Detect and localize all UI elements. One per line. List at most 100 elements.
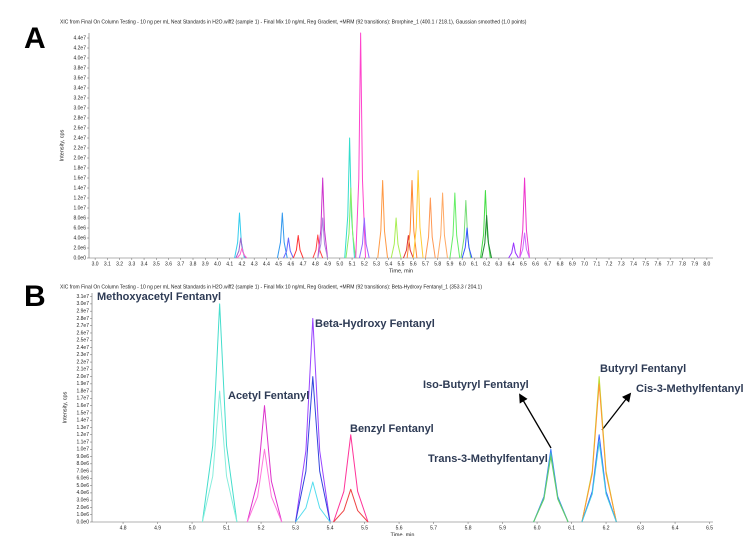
y-tick-label: 4.2e7 <box>73 45 86 51</box>
peak-trace <box>333 434 369 523</box>
y-tick-label: 2.2e7 <box>73 145 86 151</box>
x-tick-label: 5.8 <box>465 525 472 531</box>
y-tick-label: 1.0e6 <box>76 512 89 518</box>
y-tick-label: 2.6e7 <box>76 330 89 336</box>
y-tick-label: 3.0e6 <box>76 498 89 504</box>
peak-trace <box>406 180 418 259</box>
peak-trace <box>437 192 448 259</box>
y-tick-label: 1.4e7 <box>76 418 89 424</box>
peak-annotation: Acetyl Fentanyl <box>228 390 309 402</box>
x-tick-label: 6.5 <box>520 261 527 267</box>
y-tick-label: 8.0e6 <box>76 461 89 467</box>
y-tick-label: 3.0e7 <box>76 301 89 307</box>
peak-trace <box>295 317 331 523</box>
y-tick-label: 1.2e7 <box>73 195 86 201</box>
y-tick-label: 3.4e7 <box>73 85 86 91</box>
x-tick-label: 5.7 <box>430 525 437 531</box>
x-tick-label: 5.7 <box>422 261 429 267</box>
chart-title: XIC from Final On Column Testing - 10 ng… <box>60 19 527 25</box>
y-tick-label: 2.0e7 <box>76 374 89 380</box>
x-tick-label: 4.6 <box>287 261 294 267</box>
x-tick-label: 3.9 <box>202 261 209 267</box>
peak-trace <box>317 177 329 259</box>
x-tick-label: 5.2 <box>361 261 368 267</box>
y-tick-label: 2.0e6 <box>73 245 86 251</box>
x-tick-label: 7.4 <box>630 261 637 267</box>
chart-title: XIC from Final On Column Testing - 10 ng… <box>60 284 482 290</box>
x-tick-label: 5.4 <box>327 525 334 531</box>
x-tick-label: 6.7 <box>544 261 551 267</box>
y-tick-label: 3.6e7 <box>73 75 86 81</box>
x-tick-label: 7.5 <box>642 261 649 267</box>
peak-trace <box>481 215 493 259</box>
x-tick-label: 7.8 <box>679 261 686 267</box>
y-tick-label: 1.2e7 <box>76 432 89 438</box>
x-tick-label: 6.2 <box>603 525 610 531</box>
x-tick-label: 3.6 <box>165 261 172 267</box>
x-tick-label: 4.3 <box>251 261 258 267</box>
x-tick-label: 5.6 <box>396 525 403 531</box>
peak-trace <box>283 237 294 259</box>
x-tick-label: 3.3 <box>128 261 135 267</box>
y-tick-label: 2.0e7 <box>73 155 86 161</box>
y-tick-label: 1.7e7 <box>76 396 89 402</box>
y-tick-label: 2.8e7 <box>76 316 89 322</box>
x-tick-label: 6.5 <box>706 525 713 531</box>
y-tick-label: 2.1e7 <box>76 367 89 373</box>
peak-trace <box>295 481 331 523</box>
x-tick-label: 5.5 <box>398 261 405 267</box>
x-tick-label: 4.0 <box>214 261 221 267</box>
y-tick-label: 4.0e7 <box>73 55 86 61</box>
peak-trace <box>246 405 283 523</box>
y-tick-label: 6.0e6 <box>76 476 89 482</box>
x-tick-label: 6.3 <box>495 261 502 267</box>
peak-annotation: Beta-Hydroxy Fentanyl <box>315 318 435 330</box>
x-tick-label: 5.0 <box>189 525 196 531</box>
y-tick-label: 2.7e7 <box>76 323 89 329</box>
annotation-arrow <box>519 393 552 449</box>
y-axis-label: Intensity, cps <box>59 129 65 161</box>
peak-trace <box>345 187 357 259</box>
x-tick-label: 7.7 <box>667 261 674 267</box>
x-tick-label: 5.3 <box>292 525 299 531</box>
peak-trace <box>533 456 569 523</box>
x-tick-label: 6.4 <box>508 261 515 267</box>
x-tick-label: 5.3 <box>373 261 380 267</box>
peak-annotation: Methoxyacetyl Fentanyl <box>97 291 221 303</box>
y-tick-label: 1.6e7 <box>76 403 89 409</box>
y-tick-label: 3.8e7 <box>73 65 86 71</box>
peak-trace <box>201 303 238 523</box>
x-tick-label: 3.1 <box>104 261 111 267</box>
peak-annotation: Benzyl Fentanyl <box>350 423 434 435</box>
peak-trace <box>377 180 389 259</box>
x-tick-label: 5.5 <box>361 525 368 531</box>
y-tick-label: 1.0e7 <box>73 205 86 211</box>
x-tick-label: 5.9 <box>446 261 453 267</box>
x-tick-label: 4.9 <box>324 261 331 267</box>
x-tick-label: 6.1 <box>471 261 478 267</box>
x-tick-label: 6.4 <box>672 525 679 531</box>
peak-trace <box>295 376 331 523</box>
peak-trace <box>412 170 424 259</box>
peak-trace <box>390 217 402 259</box>
y-tick-label: 8.0e6 <box>73 215 86 221</box>
y-tick-label: 9.0e6 <box>76 454 89 460</box>
panel-label: A <box>24 22 46 55</box>
peak-trace <box>276 212 288 259</box>
annotation-arrow <box>601 392 632 431</box>
x-tick-label: 6.3 <box>637 525 644 531</box>
y-tick-label: 0.0e0 <box>76 519 89 525</box>
x-tick-label: 6.0 <box>459 261 466 267</box>
y-tick-label: 2.8e7 <box>73 115 86 121</box>
y-tick-label: 2.4e7 <box>73 135 86 141</box>
panel-label: B <box>24 280 46 313</box>
y-tick-label: 2.3e7 <box>76 352 89 358</box>
peak-annotation: Cis-3-Methylfentanyl <box>636 383 744 395</box>
y-tick-label: 2.2e7 <box>76 359 89 365</box>
x-tick-label: 3.2 <box>116 261 123 267</box>
x-tick-label: 5.1 <box>223 525 230 531</box>
y-tick-label: 2.0e6 <box>76 505 89 511</box>
x-tick-label: 4.7 <box>300 261 307 267</box>
peak-trace <box>201 390 238 523</box>
